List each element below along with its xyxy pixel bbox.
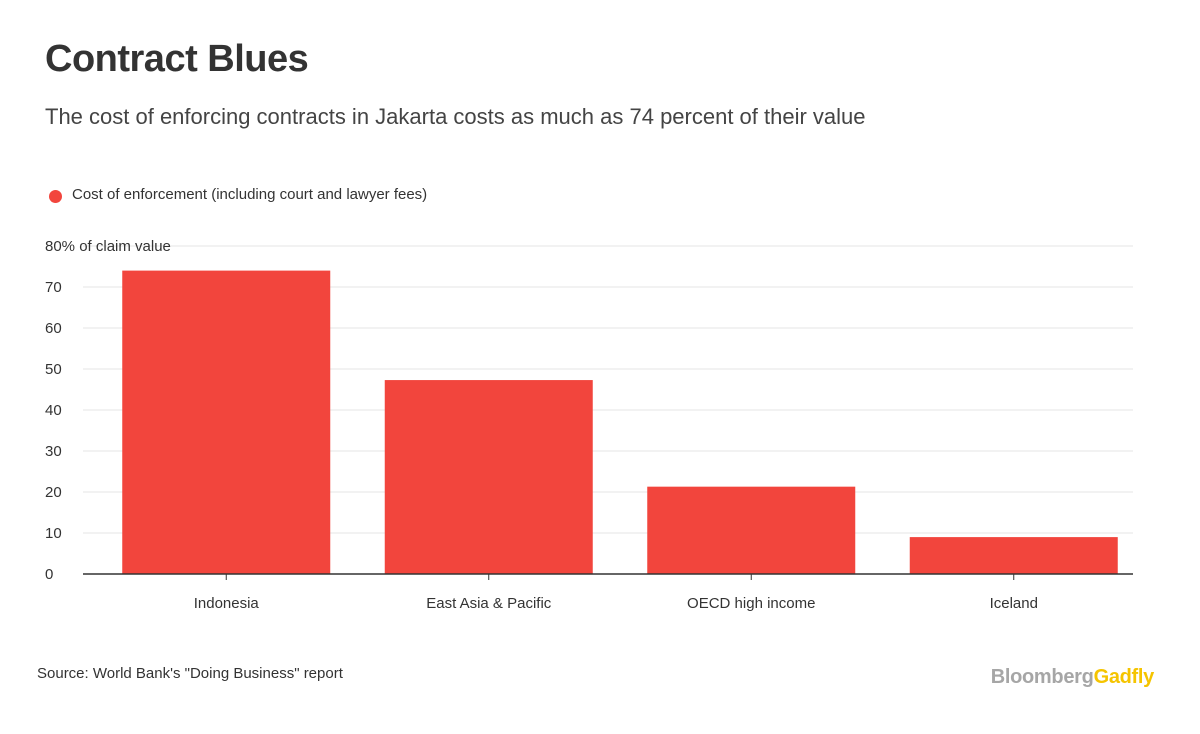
- brand-accent: Gadfly: [1093, 666, 1155, 688]
- chart-subtitle: The cost of enforcing contracts in Jakar…: [45, 104, 866, 129]
- brand-logo: BloombergGadfly: [990, 666, 1155, 689]
- chart-legend: Cost of enforcement (including court and…: [49, 186, 427, 203]
- source-note: Source: World Bank's "Doing Business" re…: [37, 665, 343, 682]
- chart-title: Contract Blues: [45, 38, 309, 80]
- y-tick-label: 10: [45, 525, 62, 542]
- bar-iceland: [909, 537, 1118, 574]
- y-tick-label: 30: [45, 443, 62, 460]
- y-tick-label: 80% of claim value: [45, 238, 171, 255]
- y-tick-label: 50: [45, 361, 62, 378]
- legend-swatch: [49, 189, 62, 203]
- y-tick-label: 20: [45, 484, 62, 501]
- x-tick-label: East Asia & Pacific: [426, 595, 552, 612]
- y-tick-label: 0: [45, 566, 53, 583]
- y-tick-label: 40: [45, 402, 62, 419]
- x-tick-label: Indonesia: [194, 595, 260, 612]
- y-tick-label: 60: [45, 320, 62, 337]
- x-tick-label: OECD high income: [687, 595, 815, 612]
- y-tick-label: 70: [45, 279, 62, 296]
- bar-indonesia: [122, 270, 331, 574]
- y-axis-ticks: 0 10 20 30 40 50 60 70 80% of claim value: [45, 238, 171, 583]
- bars: [122, 270, 1118, 574]
- brand-main: Bloomberg: [990, 666, 1094, 688]
- bar-east-asia-pacific: [384, 380, 593, 574]
- bar-oecd-high-income: [647, 486, 856, 574]
- x-tick-label: Iceland: [990, 595, 1038, 612]
- legend-label: Cost of enforcement (including court and…: [72, 186, 428, 203]
- x-axis-ticks: Indonesia East Asia & Pacific OECD high in…: [194, 595, 1038, 612]
- x-axis: [83, 573, 1133, 580]
